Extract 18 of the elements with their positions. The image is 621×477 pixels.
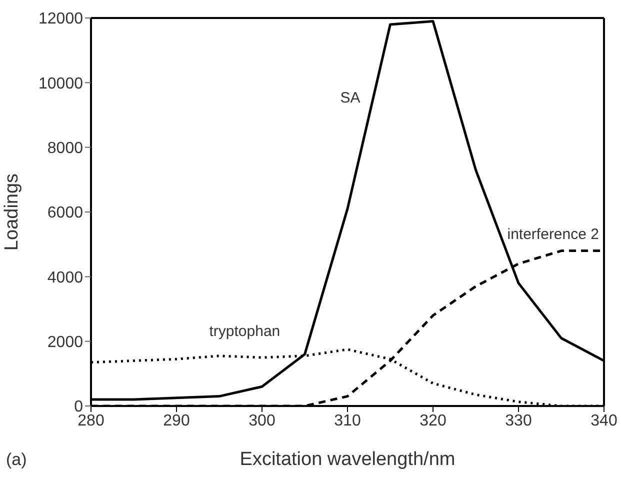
x-tick-label: 310: [334, 412, 361, 430]
series-label: tryptophan: [209, 322, 280, 340]
y-axis-title: Loadings: [2, 173, 23, 251]
x-tick-label: 340: [590, 412, 618, 430]
y-tick-label: 2000: [47, 334, 84, 352]
y-tick-label: 6000: [47, 204, 84, 222]
x-axis-title: Excitation wavelength/nm: [240, 449, 456, 470]
y-tick-label: 4000: [47, 269, 84, 286]
y-tick-label: 10000: [38, 75, 84, 92]
x-tick-label: 320: [420, 412, 446, 430]
y-tick-label: 12000: [38, 10, 84, 28]
series-label: interference 2: [507, 226, 599, 243]
series-label: SA: [340, 89, 360, 106]
x-tick-label: 330: [505, 412, 532, 430]
x-tick-label: 300: [248, 412, 276, 430]
text: (a): [6, 450, 27, 470]
x-tick-label: 290: [163, 412, 190, 430]
y-tick-label: 8000: [47, 140, 84, 158]
